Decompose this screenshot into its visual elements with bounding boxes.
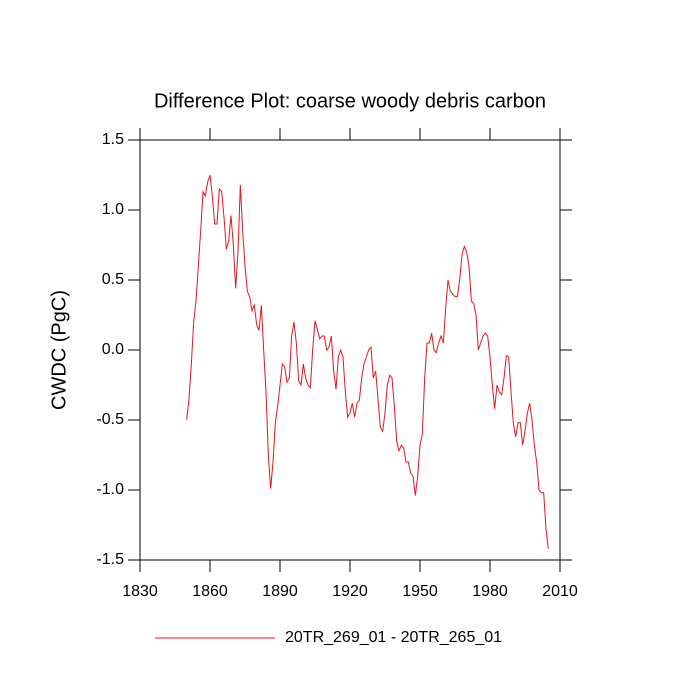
y-tick-label: -1.0 [96,481,124,498]
data-line [186,174,549,549]
chart-title: Difference Plot: coarse woody debris car… [154,90,546,112]
x-tick-label: 1950 [402,583,438,600]
y-tick-label: -1.5 [96,551,124,568]
x-tick-label: 1830 [122,583,158,600]
x-tick-label: 1860 [192,583,228,600]
y-axis-label: CWDC (PgC) [48,290,70,410]
y-tick-label: 0.0 [102,341,124,358]
x-tick-label: 1920 [332,583,368,600]
y-tick-label: -0.5 [96,411,124,428]
y-tick-label: 0.5 [102,271,124,288]
y-tick-label: 1.5 [102,131,124,148]
plot-frame [139,139,561,561]
x-tick-label: 1980 [472,583,508,600]
legend-label: 20TR_269_01 - 20TR_265_01 [285,629,502,646]
x-tick-label: 1890 [262,583,298,600]
x-tick-label: 2010 [542,583,578,600]
y-tick-label: 1.0 [102,201,124,218]
